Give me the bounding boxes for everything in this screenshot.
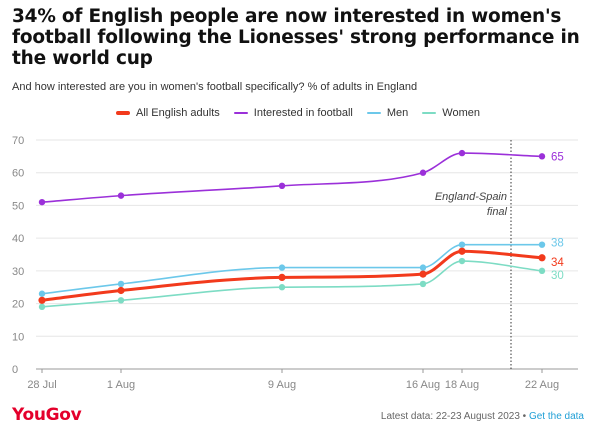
legend-item-men: Men [366, 107, 409, 119]
data-point [538, 267, 546, 275]
data-point [538, 241, 546, 248]
series-line-1 [41, 152, 543, 203]
chart-subtitle: And how interested are you in women's fo… [12, 81, 418, 93]
footer-note: Latest data: 22-23 August 2023 • Get the… [381, 411, 584, 422]
legend-swatch-interested [233, 112, 248, 114]
footer-latest-data: Latest data: 22-23 August 2023 • [380, 411, 529, 422]
y-tick-label: 60 [12, 168, 24, 180]
data-point [38, 303, 46, 311]
series-line-3 [41, 260, 543, 308]
x-tick-label: 1 Aug [107, 379, 135, 391]
x-tick-label: 22 Aug [525, 379, 559, 391]
legend-swatch-all [116, 111, 131, 115]
data-point [458, 149, 466, 157]
legend-label-men: Men [386, 107, 409, 119]
y-tick-label: 40 [12, 233, 24, 245]
data-point [38, 290, 46, 297]
data-point [419, 264, 427, 271]
chart-legend: All English adults Interested in footbal… [0, 107, 596, 119]
data-point [278, 273, 286, 281]
data-point [117, 286, 125, 295]
get-the-data-link[interactable]: Get the data [528, 411, 584, 422]
series-line-2 [41, 243, 543, 295]
legend-label-interested: Interested in football [253, 107, 353, 119]
data-point [278, 284, 286, 291]
legend-item-interested: Interested in football [233, 107, 353, 119]
chart-title: 34% of English people are now interested… [12, 6, 580, 69]
legend-item-all: All English adults [116, 107, 220, 119]
annotation-label: England-Spain [435, 191, 507, 203]
data-point [419, 280, 427, 288]
series-line-0 [40, 249, 544, 302]
x-tick-label: 16 Aug [406, 379, 440, 391]
end-label: 38 [551, 238, 564, 250]
y-tick-label: 20 [12, 299, 24, 311]
x-tick-label: 9 Aug [268, 379, 296, 391]
x-tick-label: 28 Jul [27, 379, 56, 391]
data-point [458, 241, 466, 248]
end-label: 65 [551, 151, 564, 163]
y-tick-label: 0 [12, 364, 18, 376]
data-point [38, 296, 46, 304]
legend-label-all: All English adults [136, 107, 220, 119]
x-tick-label: 18 Aug [445, 379, 479, 391]
legend-label-women: Women [442, 107, 480, 119]
annotation-label: final [487, 206, 508, 218]
data-point [538, 254, 546, 262]
data-point [458, 247, 466, 255]
data-point [419, 169, 427, 176]
end-label: 34 [551, 257, 564, 269]
data-point [117, 192, 125, 199]
data-point [278, 264, 286, 271]
data-point [458, 257, 466, 265]
data-point [117, 297, 125, 304]
data-point [538, 153, 546, 160]
y-tick-label: 50 [12, 200, 24, 212]
data-point [117, 280, 125, 288]
yougov-logo: YouGov [12, 405, 82, 425]
y-tick-label: 70 [12, 135, 24, 147]
data-point [278, 182, 286, 189]
legend-item-women: Women [422, 107, 480, 119]
data-point [419, 270, 427, 278]
data-point [38, 198, 46, 206]
end-label: 30 [551, 270, 564, 282]
legend-swatch-men [366, 112, 381, 114]
y-tick-label: 10 [12, 331, 24, 343]
legend-swatch-women [422, 112, 437, 114]
y-tick-label: 30 [12, 266, 24, 278]
